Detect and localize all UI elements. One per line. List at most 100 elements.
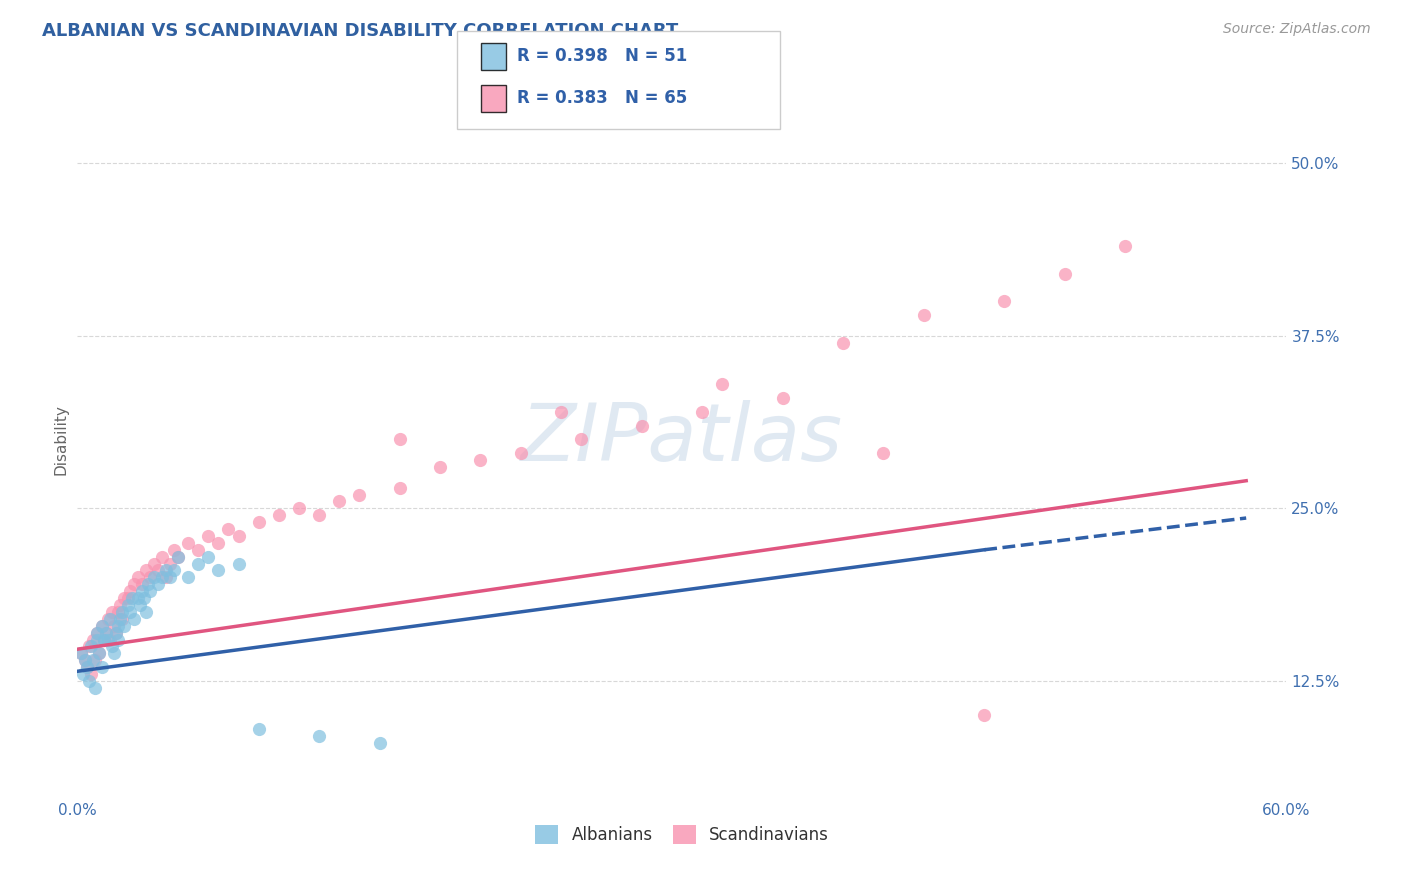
Point: [135, 564, 157, 578]
Point: [118, 584, 141, 599]
Point: [993, 294, 1015, 309]
Point: [550, 405, 572, 419]
Point: [93, 632, 115, 647]
Point: [118, 605, 141, 619]
Point: [122, 577, 145, 591]
Point: [218, 522, 240, 536]
Point: [89, 646, 111, 660]
Point: [75, 653, 97, 667]
Point: [104, 625, 127, 640]
Point: [128, 598, 150, 612]
Point: [111, 612, 134, 626]
Point: [167, 549, 190, 564]
Point: [84, 681, 107, 695]
Point: [75, 653, 97, 667]
Point: [98, 632, 121, 647]
Point: [308, 508, 330, 523]
Point: [328, 494, 350, 508]
Point: [146, 564, 169, 578]
Point: [150, 549, 173, 564]
Point: [197, 529, 219, 543]
Point: [112, 618, 135, 632]
Point: [107, 618, 129, 632]
Point: [70, 646, 93, 660]
Point: [228, 529, 250, 543]
Point: [112, 591, 135, 606]
Text: R = 0.398   N = 51: R = 0.398 N = 51: [517, 47, 688, 65]
Point: [108, 598, 131, 612]
Point: [121, 591, 143, 606]
Point: [98, 612, 121, 626]
Point: [388, 433, 411, 447]
Point: [247, 723, 270, 737]
Point: [569, 433, 592, 447]
Point: [117, 598, 139, 612]
Point: [96, 632, 118, 647]
Point: [142, 570, 165, 584]
Point: [142, 557, 165, 571]
Point: [772, 391, 794, 405]
Point: [1053, 267, 1076, 281]
Point: [72, 667, 94, 681]
Point: [111, 605, 134, 619]
Point: [76, 660, 98, 674]
Point: [136, 577, 159, 591]
Point: [288, 501, 311, 516]
Point: [100, 605, 122, 619]
Point: [163, 542, 186, 557]
Point: [104, 625, 127, 640]
Point: [84, 653, 107, 667]
Point: [103, 646, 125, 660]
Point: [872, 446, 894, 460]
Point: [107, 605, 129, 619]
Point: [132, 591, 155, 606]
Point: [388, 481, 411, 495]
Point: [94, 625, 117, 640]
Point: [80, 640, 103, 654]
Point: [470, 453, 492, 467]
Point: [308, 729, 330, 743]
Legend: Albanians, Scandinavians: Albanians, Scandinavians: [529, 819, 835, 851]
Point: [82, 632, 104, 647]
Text: R = 0.383   N = 65: R = 0.383 N = 65: [517, 89, 688, 107]
Point: [711, 377, 734, 392]
Point: [690, 405, 713, 419]
Point: [177, 570, 200, 584]
Point: [187, 557, 209, 571]
Point: [155, 564, 177, 578]
Text: Source: ZipAtlas.com: Source: ZipAtlas.com: [1223, 22, 1371, 37]
Point: [103, 618, 125, 632]
Point: [131, 584, 153, 599]
Point: [100, 640, 122, 654]
Point: [349, 487, 371, 501]
Y-axis label: Disability: Disability: [53, 404, 69, 475]
Point: [187, 542, 209, 557]
Point: [228, 557, 250, 571]
Point: [207, 536, 229, 550]
Point: [146, 577, 169, 591]
Point: [429, 459, 451, 474]
Point: [832, 335, 855, 350]
Point: [70, 646, 93, 660]
Point: [89, 646, 111, 660]
Point: [197, 549, 219, 564]
Point: [139, 570, 162, 584]
Point: [630, 418, 652, 433]
Point: [155, 570, 177, 584]
Point: [79, 640, 101, 654]
Point: [973, 708, 995, 723]
Point: [122, 612, 145, 626]
Point: [86, 625, 108, 640]
Point: [86, 632, 108, 647]
Point: [90, 618, 112, 632]
Point: [135, 605, 157, 619]
Text: ZIPatlas: ZIPatlas: [520, 401, 844, 478]
Point: [80, 667, 103, 681]
Point: [131, 577, 153, 591]
Point: [79, 673, 101, 688]
Point: [150, 570, 173, 584]
Point: [247, 515, 270, 529]
Point: [1114, 239, 1136, 253]
Point: [107, 632, 129, 647]
Point: [267, 508, 290, 523]
